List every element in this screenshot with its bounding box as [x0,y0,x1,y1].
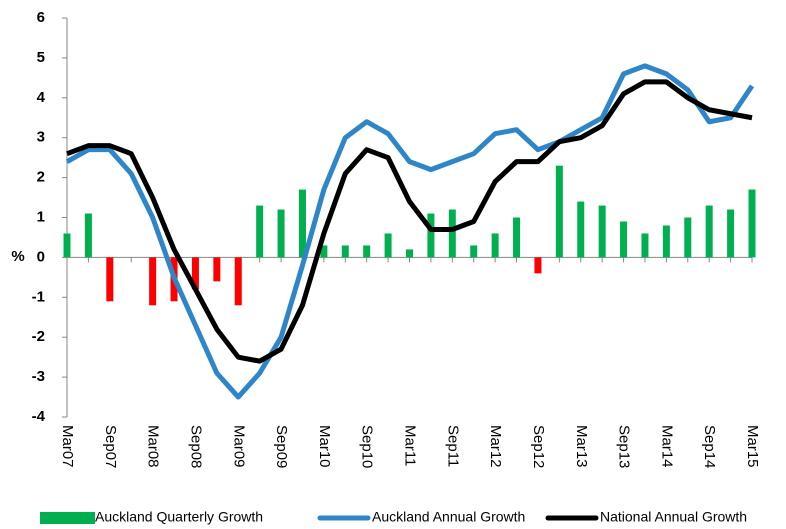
bar [363,245,371,258]
x-tick-label: Mar14 [658,425,675,468]
bar [298,189,306,258]
y-tick-label: 5 [37,49,45,66]
y-tick-label: 1 [37,208,45,225]
x-tick-label: Sep11 [444,425,461,467]
bar [63,233,71,258]
y-tick-label: 2 [37,169,45,186]
bar [534,257,542,274]
x-tick-label: Sep09 [273,425,290,468]
bar [320,245,328,258]
bar [84,213,92,258]
x-tick-label: Sep07 [102,425,119,468]
bar [149,257,157,306]
line [66,79,753,364]
bar [598,205,606,258]
bar [620,221,628,258]
bar [684,217,692,258]
x-tick-label: Mar13 [573,425,590,468]
x-tick-label: Mar11 [402,425,419,466]
y-tick-label: 6 [37,9,45,26]
bar [277,209,285,258]
x-tick-label: Sep14 [701,425,718,468]
x-tick-label: Sep13 [616,425,633,468]
x-tick-label: Mar15 [744,425,761,468]
legend-label: Auckland Quarterly Growth [95,509,263,525]
bar [341,245,349,258]
bar [234,257,242,306]
line [65,63,755,400]
x-tick-label: Sep08 [187,425,204,468]
y-tick-label: -3 [32,368,45,385]
x-tick-label: Mar12 [487,425,504,468]
y-tick-label: 4 [37,89,46,106]
bar [727,209,735,258]
y-tick-label: 0 [37,248,45,265]
bar [406,249,413,258]
bar [448,209,456,258]
legend-label: Auckland Annual Growth [372,509,525,525]
x-tick-label: Sep12 [530,425,547,468]
bar [577,201,585,258]
bar [384,233,392,258]
legend-label: National Annual Growth [600,509,747,525]
bar [256,205,264,258]
bar [705,205,713,258]
legend-swatch [40,512,95,524]
bar [555,165,563,258]
x-tick-label: Sep10 [359,425,376,468]
bar [662,225,670,258]
y-axis-label: % [11,248,24,265]
y-tick-label: -2 [32,328,45,345]
bar [470,245,478,258]
x-tick-label: Mar08 [145,425,162,468]
bar [513,217,521,258]
bar [491,233,499,258]
x-tick-label: Mar10 [316,425,333,468]
x-tick-label: Mar09 [230,425,247,468]
bar [641,233,649,258]
bar [191,257,199,290]
y-tick-label: -1 [32,288,45,305]
y-tick-label: 3 [37,129,45,146]
bar [427,213,435,258]
bar [748,189,756,258]
y-tick-label: -4 [32,408,46,425]
bar [213,257,221,282]
bar [106,257,114,302]
x-tick-label: Mar07 [59,425,76,468]
